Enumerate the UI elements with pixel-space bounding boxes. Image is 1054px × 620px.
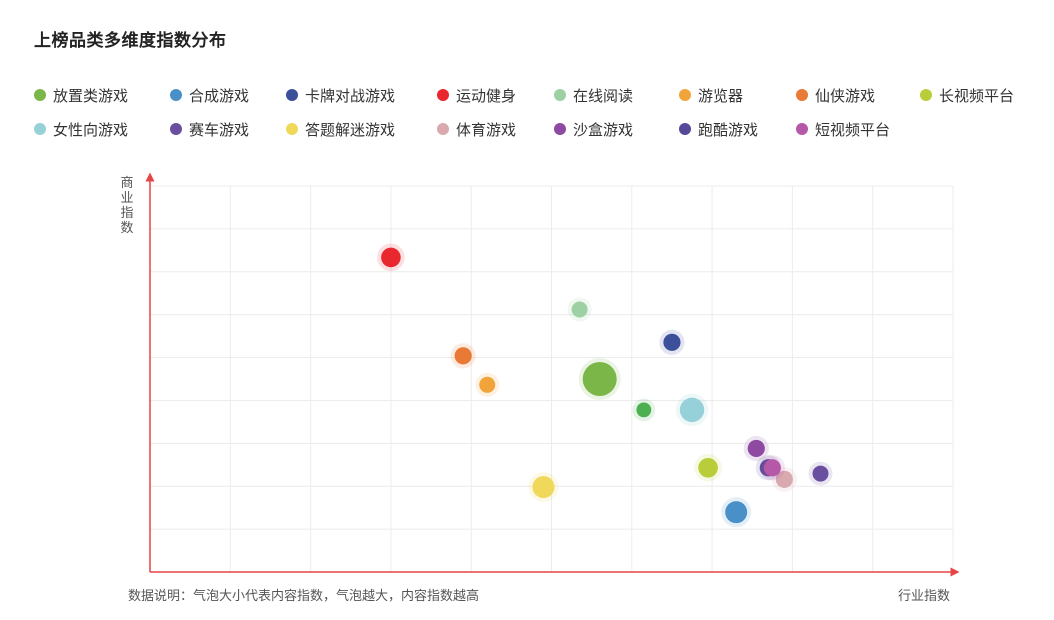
- legend-label: 女性向游戏: [53, 120, 129, 139]
- legend-dot: [437, 123, 449, 135]
- legend-label: 跑酷游戏: [698, 120, 759, 139]
- legend-label: 放置类游戏: [53, 86, 129, 105]
- legend-dot: [554, 123, 566, 135]
- legend-item[interactable]: 仙侠游戏: [796, 84, 875, 106]
- bubble-point[interactable]: 放置类游戏: [582, 362, 617, 396]
- legend-dot: [679, 89, 691, 101]
- legend-item[interactable]: 放置类游戏: [34, 84, 128, 106]
- x-axis-label: 行业指数: [898, 589, 951, 604]
- legend-item[interactable]: 赛车游戏: [170, 118, 249, 140]
- legend-item[interactable]: 短视频平台: [796, 118, 890, 140]
- legend-dot: [170, 123, 182, 135]
- bubble-point[interactable]: 赛车游戏: [812, 465, 829, 482]
- legend-label: 体育游戏: [456, 120, 517, 139]
- legend-label: 游览器: [698, 86, 744, 105]
- bubble-point[interactable]: 沙盒游戏: [747, 439, 765, 458]
- bubble-point[interactable]: 合成游戏: [725, 501, 748, 524]
- legend-dot: [34, 123, 46, 135]
- bubble-point[interactable]: 运动健身: [381, 247, 401, 268]
- legend-label: 长视频平台: [939, 86, 1015, 105]
- bubble-point[interactable]: 体育游戏: [775, 470, 793, 488]
- legend-item[interactable]: 运动健身: [437, 84, 516, 106]
- legend-item[interactable]: 女性向游戏: [34, 118, 128, 140]
- bubble-point[interactable]: 卡牌对战游戏: [663, 333, 681, 351]
- legend-label: 仙侠游戏: [815, 86, 876, 105]
- legend-item[interactable]: 卡牌对战游戏: [286, 84, 395, 106]
- legend-label: 答题解迷游戏: [305, 120, 396, 139]
- legend-label: 短视频平台: [815, 120, 891, 139]
- bubble-point[interactable]: 游览器: [479, 376, 496, 393]
- legend-item[interactable]: 在线阅读: [554, 84, 633, 106]
- legend-dot: [679, 123, 691, 135]
- bubble-point[interactable]: 仙侠游戏: [454, 347, 472, 365]
- legend-dot: [34, 89, 46, 101]
- legend-item[interactable]: 跑酷游戏: [679, 118, 758, 140]
- legend-dot: [796, 89, 808, 101]
- legend-label: 赛车游戏: [189, 120, 250, 139]
- legend-dot: [286, 89, 298, 101]
- legend-label: 合成游戏: [189, 86, 250, 105]
- legend-label: 运动健身: [456, 86, 517, 105]
- y-axis-label: 商业指数: [120, 176, 134, 236]
- bubble-point[interactable]: 长视频平台: [698, 457, 718, 478]
- bubble-point[interactable]: 答题解迷游戏: [532, 476, 555, 499]
- legend-dot: [286, 123, 298, 135]
- chart-axes: [145, 172, 960, 577]
- bubble-point[interactable]: 在线阅读: [571, 301, 588, 318]
- chart-title: 上榜品类多维度指数分布: [34, 31, 227, 51]
- legend-item[interactable]: 答题解迷游戏: [286, 118, 395, 140]
- legend-item[interactable]: 合成游戏: [170, 84, 249, 106]
- legend-label: 在线阅读: [573, 86, 634, 105]
- bubble-point[interactable]: 女性向游戏: [679, 397, 705, 423]
- legend-dot: [920, 89, 932, 101]
- bubble-point[interactable]: 短视频平台: [763, 459, 781, 477]
- legend-dot: [437, 89, 449, 101]
- legend-dot: [554, 89, 566, 101]
- legend-dot: [796, 123, 808, 135]
- legend-label: 沙盒游戏: [573, 120, 634, 139]
- legend-item[interactable]: 体育游戏: [437, 118, 516, 140]
- legend-label: 卡牌对战游戏: [305, 86, 396, 105]
- bubble-point[interactable]: [636, 402, 652, 418]
- chart-footnote: 数据说明：气泡大小代表内容指数，气泡越大，内容指数越高: [128, 589, 480, 604]
- chart-grid: [149, 185, 954, 573]
- legend-dot: [170, 89, 182, 101]
- legend-item[interactable]: 长视频平台: [920, 84, 1014, 106]
- legend-item[interactable]: 游览器: [679, 84, 743, 106]
- legend-item[interactable]: 沙盒游戏: [554, 118, 633, 140]
